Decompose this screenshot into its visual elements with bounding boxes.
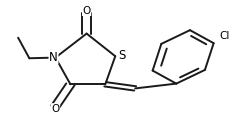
Text: N: N [49, 51, 58, 64]
Text: Cl: Cl [220, 31, 230, 41]
Text: O: O [83, 6, 91, 16]
Text: S: S [118, 49, 125, 62]
Text: O: O [51, 104, 60, 114]
